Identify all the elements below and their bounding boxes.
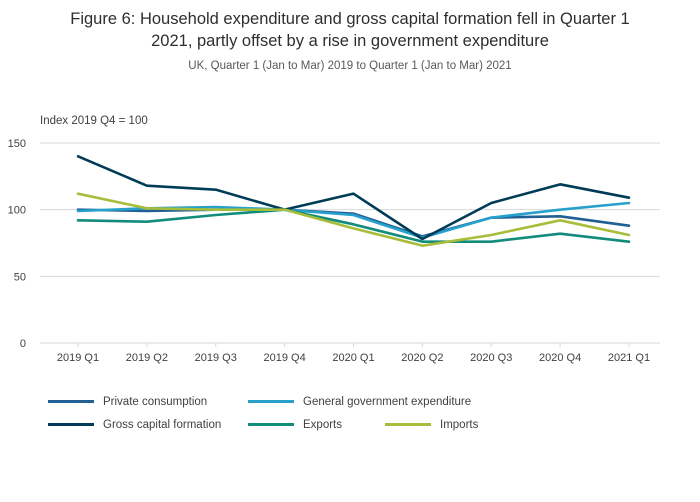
series-line-private-consumption xyxy=(76,207,631,238)
y-tick-label: 50 xyxy=(14,271,26,283)
legend-label: General government expenditure xyxy=(303,395,472,408)
y-axis-unit-label: Index 2019 Q4 = 100 xyxy=(40,115,148,127)
x-tick-label: 2021 Q1 xyxy=(608,352,650,364)
line-chart: 0 50 100 150 2019 Q1 2019 Q2 2019 Q3 2019 Q4 202… xyxy=(8,115,660,364)
y-tick-label: 0 xyxy=(20,338,26,350)
legend-marker-general-government-expenditure xyxy=(248,400,294,404)
y-tick-label: 100 xyxy=(8,204,26,216)
x-tick-label: 2019 Q2 xyxy=(126,352,168,364)
series-line-gross-capital-formation xyxy=(76,154,631,240)
x-tick-label: 2019 Q3 xyxy=(195,352,237,364)
legend-marker-private-consumption xyxy=(48,400,94,404)
legend-label: Imports xyxy=(440,418,479,431)
legend-marker-gross-capital-formation xyxy=(48,423,94,427)
legend-label: Exports xyxy=(303,418,342,431)
legend-row: Gross capital formation Exports Imports xyxy=(48,419,700,431)
chart-legend: Private consumption General government ex… xyxy=(0,396,700,431)
series-line-exports xyxy=(76,207,631,243)
legend-item-private-consumption: Private consumption xyxy=(48,396,248,408)
x-tick-label: 2020 Q4 xyxy=(539,352,581,364)
legend-label: Gross capital formation xyxy=(103,418,222,431)
series-line-imports xyxy=(76,191,631,247)
legend-label: Private consumption xyxy=(103,395,208,408)
x-tick-label: 2019 Q4 xyxy=(264,352,306,364)
x-tick-label: 2019 Q1 xyxy=(57,352,99,364)
legend-item-gross-capital-formation: Gross capital formation xyxy=(48,419,248,431)
y-tick-label: 150 xyxy=(8,138,26,150)
chart-header: Figure 6: Household expenditure and gros… xyxy=(0,0,700,72)
legend-marker-imports xyxy=(385,423,431,427)
legend-marker-exports xyxy=(248,423,294,427)
legend-item-imports: Imports xyxy=(385,419,478,431)
legend-item-general-government-expenditure: General government expenditure xyxy=(248,396,471,408)
legend-item-exports: Exports xyxy=(248,419,385,431)
chart-subtitle: UK, Quarter 1 (Jan to Mar) 2019 to Quart… xyxy=(188,59,512,72)
x-tick-label: 2020 Q1 xyxy=(332,352,374,364)
chart-area: 0 50 100 150 2019 Q1 2019 Q2 2019 Q3 2019 Q4 202… xyxy=(0,106,700,368)
chart-title: Figure 6: Household expenditure and gros… xyxy=(70,10,630,51)
legend-row: Private consumption General government ex… xyxy=(48,396,700,408)
x-tick-label: 2020 Q3 xyxy=(470,352,512,364)
x-tick-label: 2020 Q2 xyxy=(401,352,443,364)
